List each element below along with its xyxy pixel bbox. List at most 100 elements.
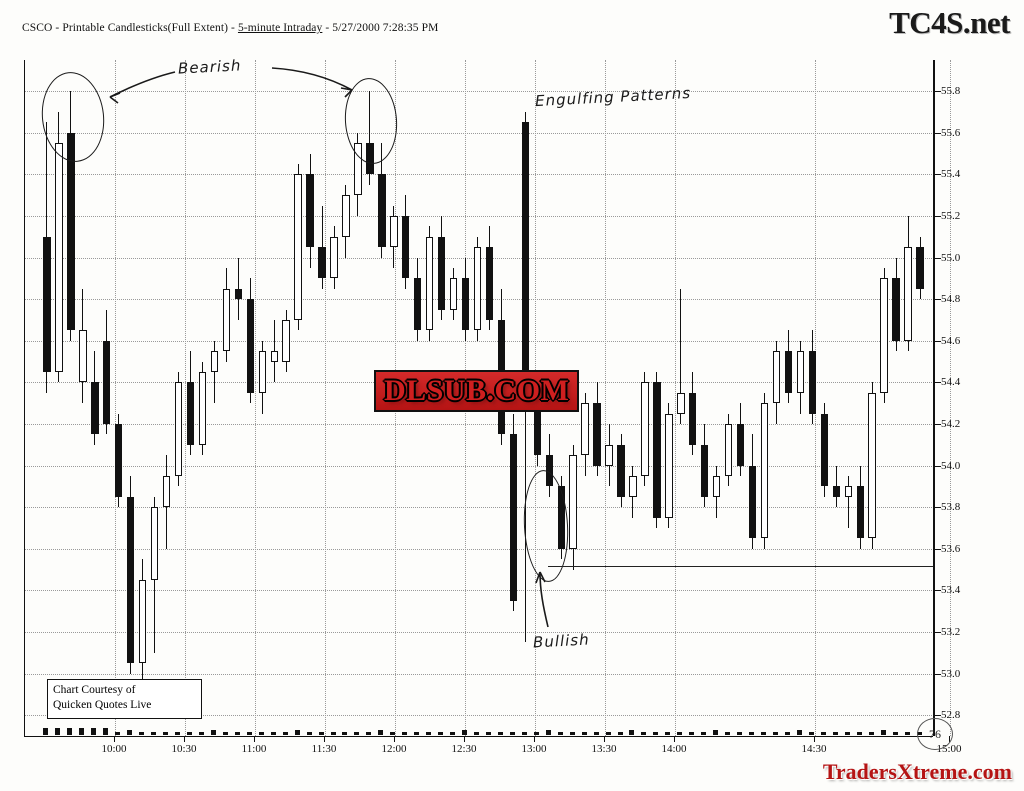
- y-axis-tick: [934, 673, 941, 675]
- volume-mark: [521, 732, 527, 735]
- volume-mark: [749, 732, 755, 735]
- candle: [760, 60, 769, 736]
- volume-mark: [342, 732, 348, 735]
- candle: [437, 60, 446, 736]
- candle-body: [79, 330, 87, 383]
- chart-header-datetime: - 5/27/2000 7:28:35 PM: [322, 22, 439, 34]
- x-axis-tick: [254, 736, 255, 742]
- candle: [701, 60, 709, 736]
- gridline-h: [25, 507, 934, 509]
- candle: [198, 60, 207, 736]
- y-axis-label: 53.0: [941, 667, 961, 680]
- volume-mark: [270, 732, 276, 735]
- candle-body: [414, 278, 422, 331]
- candle: [402, 60, 410, 736]
- candle: [186, 60, 195, 736]
- y-axis-label: 54.4: [941, 376, 961, 389]
- tc4s-watermark: TC4S.net: [889, 5, 1010, 40]
- candle-body: [521, 122, 530, 404]
- volume-mark: [844, 732, 850, 735]
- volume-mark: [234, 732, 240, 735]
- page-number: 76: [917, 718, 953, 750]
- volume-mark: [67, 728, 73, 735]
- volume-mark: [557, 732, 563, 735]
- volume-mark: [402, 732, 408, 735]
- volume-mark: [198, 732, 204, 735]
- candle: [425, 60, 434, 736]
- volume-mark: [820, 732, 826, 735]
- candle: [318, 60, 326, 736]
- candle-body: [868, 392, 876, 539]
- support-line: [548, 566, 933, 567]
- volume-mark: [103, 728, 109, 735]
- candle: [378, 60, 386, 736]
- x-axis-line: [24, 736, 933, 737]
- gridline-h: [25, 132, 934, 134]
- candle-body: [126, 496, 135, 664]
- y-axis-label: 53.4: [941, 584, 961, 597]
- candle: [67, 60, 75, 736]
- y-axis-tick: [934, 257, 941, 259]
- volume-mark: [904, 732, 910, 735]
- candle-body: [844, 486, 852, 497]
- candle-body: [318, 247, 326, 279]
- volume-mark: [892, 732, 898, 735]
- candle: [55, 60, 63, 736]
- candle-body: [162, 476, 171, 508]
- candle: [617, 60, 625, 736]
- candle-body: [581, 403, 589, 456]
- volume-mark: [808, 732, 814, 735]
- y-axis-tick: [934, 340, 941, 342]
- candle: [390, 60, 398, 736]
- gridline-h: [25, 174, 934, 176]
- volume-mark: [569, 732, 575, 735]
- x-axis-tick: [534, 736, 535, 742]
- candle: [43, 60, 51, 736]
- gridline-v: [325, 60, 326, 736]
- candle: [234, 60, 243, 736]
- volume-mark: [414, 732, 420, 735]
- candle: [210, 60, 219, 736]
- candle: [414, 60, 422, 736]
- candle-body: [701, 444, 709, 497]
- candle-body: [904, 247, 912, 341]
- candle: [473, 60, 482, 736]
- candle: [306, 60, 314, 736]
- volume-mark: [784, 732, 790, 735]
- x-axis-label: 10:00: [101, 743, 127, 755]
- candle: [461, 60, 470, 736]
- volume-mark: [390, 732, 396, 735]
- candle-body: [677, 392, 685, 414]
- candle: [557, 60, 565, 736]
- candle: [641, 60, 649, 736]
- candle-body: [736, 424, 745, 466]
- candle: [832, 60, 840, 736]
- candle: [880, 60, 888, 736]
- x-axis-label: 10:30: [171, 743, 197, 755]
- candle: [677, 60, 685, 736]
- candle-body: [748, 465, 757, 539]
- courtesy-line-2: Quicken Quotes Live: [53, 699, 152, 711]
- x-axis-tick: [114, 736, 115, 742]
- y-axis-label: 55.2: [941, 210, 961, 222]
- y-axis-tick: [934, 216, 941, 217]
- y-axis-tick: [934, 632, 941, 633]
- candle-body: [605, 444, 613, 466]
- dlsub-watermark: DLSUB.COM: [374, 370, 580, 412]
- candle-body: [150, 507, 159, 580]
- x-axis-tick: [464, 736, 465, 742]
- x-axis-label: 13:00: [521, 743, 547, 755]
- y-axis-tick: [934, 465, 941, 467]
- candle: [736, 60, 745, 736]
- y-axis-label: 55.8: [941, 85, 961, 98]
- candle-body: [43, 236, 51, 372]
- volume-mark: [426, 732, 432, 735]
- volume-mark: [796, 730, 802, 735]
- y-axis-label: 55.4: [941, 168, 961, 181]
- volume-mark: [306, 732, 312, 735]
- chart-header-interval: 5-minute Intraday: [237, 22, 323, 34]
- y-axis-line: [933, 60, 934, 736]
- volume-mark: [533, 732, 539, 735]
- y-axis-tick: [934, 548, 941, 550]
- x-axis-label: 12:00: [381, 743, 407, 755]
